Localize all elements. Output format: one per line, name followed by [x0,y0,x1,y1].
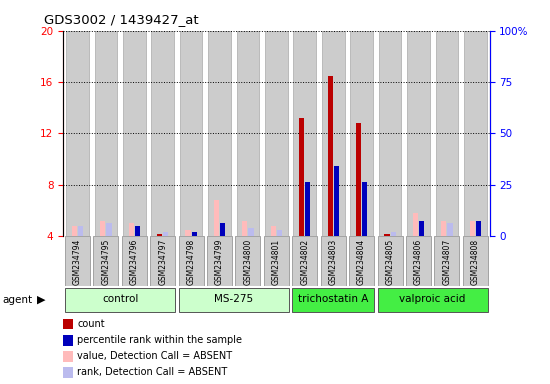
Bar [447,223,453,236]
Text: GSM234796: GSM234796 [130,239,139,285]
Bar [122,236,147,286]
Bar [236,31,260,236]
Text: GSM234807: GSM234807 [442,239,452,285]
Bar [65,236,90,286]
Bar [208,31,231,236]
Text: count: count [77,319,104,329]
Bar [390,232,395,236]
Bar [106,223,112,236]
Bar [334,166,339,236]
Text: GSM234808: GSM234808 [471,239,480,285]
Bar [235,236,261,286]
Text: MS-275: MS-275 [214,295,254,305]
Text: GSM234803: GSM234803 [329,239,338,285]
Bar [95,31,117,236]
Text: control: control [102,295,138,305]
Bar [350,31,373,236]
Bar [328,76,333,236]
Bar [384,233,389,236]
Bar [220,223,225,236]
Bar [321,236,346,286]
Bar [264,236,289,286]
Bar [180,31,202,236]
Text: GSM234798: GSM234798 [186,239,196,285]
Bar [419,221,424,236]
Bar [129,223,134,236]
Text: percentile rank within the sample: percentile rank within the sample [77,335,242,345]
Bar [123,31,146,236]
Bar [476,221,481,236]
Bar [249,228,254,236]
Bar [292,236,317,286]
Bar [72,226,77,236]
Bar [294,31,316,236]
Text: GSM234801: GSM234801 [272,239,281,285]
Text: ▶: ▶ [37,295,45,305]
Bar [179,288,289,312]
Text: GSM234794: GSM234794 [73,239,82,285]
Text: GSM234799: GSM234799 [215,239,224,285]
Bar [470,221,475,236]
Bar [150,236,175,286]
Bar [378,31,402,236]
Bar [362,182,367,236]
Bar [434,236,459,286]
Bar [179,236,204,286]
Bar [463,236,488,286]
Bar [292,288,374,312]
Text: valproic acid: valproic acid [399,295,466,305]
Bar [413,213,418,236]
Bar [464,31,487,236]
Bar [78,226,83,236]
Bar [349,236,374,286]
Bar [214,200,219,236]
Bar [356,123,361,236]
Bar [191,232,197,236]
Text: agent: agent [3,295,33,305]
Text: GSM234802: GSM234802 [300,239,309,285]
Bar [135,226,140,236]
Bar [207,236,232,286]
Bar [277,230,282,236]
Bar [163,232,168,236]
Bar [377,288,488,312]
Text: GSM234795: GSM234795 [101,239,111,285]
Bar [65,288,175,312]
Bar [66,31,89,236]
Bar [151,31,174,236]
Bar [322,31,344,236]
Bar [265,31,288,236]
Text: value, Detection Call = ABSENT: value, Detection Call = ABSENT [77,351,232,361]
Text: GSM234800: GSM234800 [244,239,252,285]
Bar [185,230,191,236]
Bar [157,233,162,236]
Bar [243,221,248,236]
Text: GSM234805: GSM234805 [386,239,394,285]
Bar [406,236,431,286]
Text: GDS3002 / 1439427_at: GDS3002 / 1439427_at [44,13,199,26]
Text: GSM234797: GSM234797 [158,239,167,285]
Text: trichostatin A: trichostatin A [298,295,368,305]
Bar [436,31,458,236]
Bar [299,118,304,236]
Bar [100,221,106,236]
Text: rank, Detection Call = ABSENT: rank, Detection Call = ABSENT [77,367,227,377]
Text: GSM234804: GSM234804 [357,239,366,285]
Bar [441,221,447,236]
Bar [377,236,403,286]
Bar [305,182,310,236]
Bar [271,226,276,236]
Bar [94,236,118,286]
Bar [407,31,430,236]
Text: GSM234806: GSM234806 [414,239,423,285]
